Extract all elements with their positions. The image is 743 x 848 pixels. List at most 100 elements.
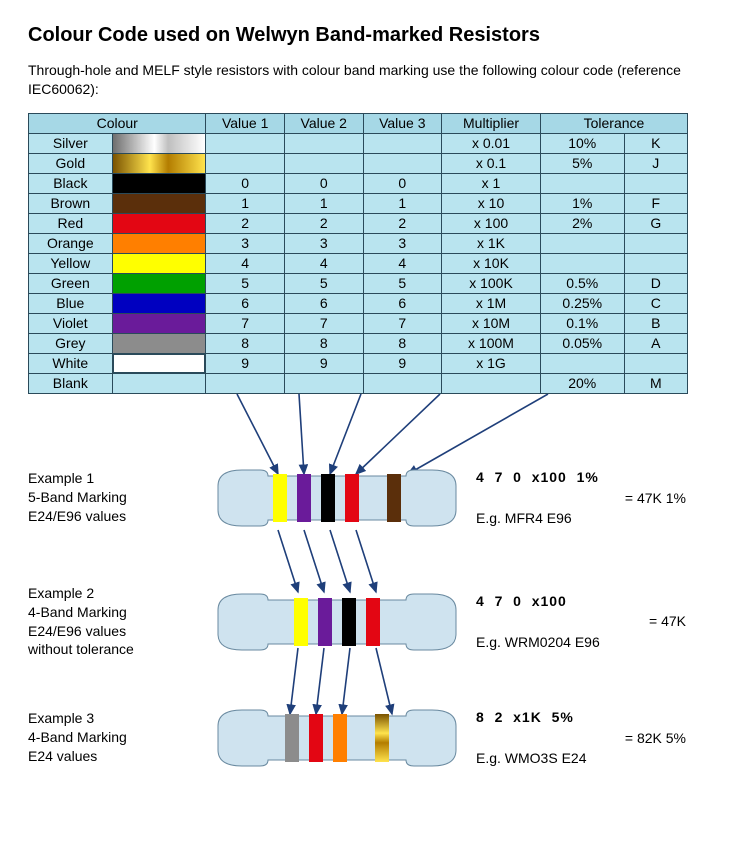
colour-swatch — [112, 213, 206, 233]
table-cell: 5% — [540, 153, 624, 173]
table-cell — [206, 133, 285, 153]
table-cell: 7 — [206, 313, 285, 333]
table-cell: x 1M — [442, 293, 541, 313]
table-cell: x 10M — [442, 313, 541, 333]
colour-swatch — [112, 173, 206, 193]
table-cell: 3 — [206, 233, 285, 253]
colour-code-table: ColourValue 1Value 2Value 3MultiplierTol… — [28, 113, 688, 394]
table-header: Colour — [29, 113, 206, 133]
example-block: Example 24-Band MarkingE24/E96 valueswit… — [28, 584, 688, 660]
table-cell: 7 — [284, 313, 363, 333]
table-cell: J — [624, 153, 687, 173]
table-cell: Green — [29, 273, 113, 293]
example-values: 4 7 0 x100= 47KE.g. WRM0204 E96 — [476, 591, 686, 652]
colour-swatch — [112, 193, 206, 213]
table-cell: Silver — [29, 133, 113, 153]
table-cell: C — [624, 293, 687, 313]
table-cell: 6 — [206, 293, 285, 313]
resistor-band — [297, 474, 311, 522]
table-cell: 8 — [363, 333, 442, 353]
table-row: Violet777x 10M0.1%B — [29, 313, 688, 333]
table-cell — [624, 253, 687, 273]
table-cell: 9 — [284, 353, 363, 373]
table-header: Multiplier — [442, 113, 541, 133]
table-cell: 2 — [206, 213, 285, 233]
colour-swatch — [112, 273, 206, 293]
table-cell: x 10K — [442, 253, 541, 273]
table-cell: 1 — [284, 193, 363, 213]
table-cell: F — [624, 193, 687, 213]
table-cell: 0 — [284, 173, 363, 193]
page-title: Colour Code used on Welwyn Band-marked R… — [28, 24, 715, 47]
intro-text: Through-hole and MELF style resistors wi… — [28, 61, 715, 99]
table-cell: x 10 — [442, 193, 541, 213]
table-cell — [363, 153, 442, 173]
colour-swatch — [112, 293, 206, 313]
resistor-band — [366, 598, 380, 646]
table-cell: 4 — [206, 253, 285, 273]
table-cell: 5 — [284, 273, 363, 293]
table-cell: White — [29, 353, 113, 373]
table-cell: x 0.01 — [442, 133, 541, 153]
example-label: Example 24-Band MarkingE24/E96 valueswit… — [28, 584, 198, 660]
table-header: Value 3 — [363, 113, 442, 133]
table-cell — [206, 373, 285, 393]
table-header: Value 2 — [284, 113, 363, 133]
table-header: Value 1 — [206, 113, 285, 133]
colour-swatch — [112, 253, 206, 273]
table-cell: Blank — [29, 373, 113, 393]
table-cell: 3 — [363, 233, 442, 253]
table-cell: Violet — [29, 313, 113, 333]
colour-swatch — [112, 153, 206, 173]
table-cell: 3 — [284, 233, 363, 253]
resistor-graphic — [212, 706, 462, 770]
example-values: 8 2 x1K 5%= 82K 5%E.g. WMO3S E24 — [476, 707, 686, 768]
table-row: Blank 20%M — [29, 373, 688, 393]
table-cell: Black — [29, 173, 113, 193]
table-row: Silverx 0.0110%K — [29, 133, 688, 153]
table-cell: Yellow — [29, 253, 113, 273]
table-cell: x 100M — [442, 333, 541, 353]
table-cell: x 1K — [442, 233, 541, 253]
example-label: Example 34-Band MarkingE24 values — [28, 709, 198, 766]
table-cell: G — [624, 213, 687, 233]
table-cell: Blue — [29, 293, 113, 313]
colour-swatch — [112, 333, 206, 353]
table-cell: M — [624, 373, 687, 393]
table-cell: Gold — [29, 153, 113, 173]
table-cell — [540, 353, 624, 373]
table-row: Brown111x 101%F — [29, 193, 688, 213]
example-values: 4 7 0 x100 1%= 47K 1%E.g. MFR4 E96 — [476, 467, 686, 528]
table-cell: 8 — [284, 333, 363, 353]
table-cell: 0.05% — [540, 333, 624, 353]
table-cell: Orange — [29, 233, 113, 253]
table-cell — [442, 373, 541, 393]
table-cell: 0.25% — [540, 293, 624, 313]
table-cell: 0 — [363, 173, 442, 193]
table-cell: 4 — [284, 253, 363, 273]
resistor-band — [321, 474, 335, 522]
resistor-band — [294, 598, 308, 646]
table-cell: 6 — [284, 293, 363, 313]
resistor-band — [273, 474, 287, 522]
table-cell: Grey — [29, 333, 113, 353]
table-cell — [540, 233, 624, 253]
table-cell — [540, 253, 624, 273]
example-block: Example 34-Band MarkingE24 values 8 2 x1K… — [28, 706, 688, 770]
table-cell: 20% — [540, 373, 624, 393]
example-block: Example 15-Band MarkingE24/E96 values 4 7… — [28, 466, 688, 530]
table-cell: Brown — [29, 193, 113, 213]
table-row: Yellow444x 10K — [29, 253, 688, 273]
table-cell: 5 — [206, 273, 285, 293]
table-cell: 10% — [540, 133, 624, 153]
table-row: Grey888x 100M0.05%A — [29, 333, 688, 353]
table-cell: 0 — [206, 173, 285, 193]
table-cell: 2% — [540, 213, 624, 233]
example-label: Example 15-Band MarkingE24/E96 values — [28, 469, 198, 526]
table-row: White999x 1G — [29, 353, 688, 373]
table-cell: 0.1% — [540, 313, 624, 333]
examples-area: Example 15-Band MarkingE24/E96 values 4 7… — [28, 394, 688, 824]
table-cell: 2 — [363, 213, 442, 233]
table-cell: 1 — [206, 193, 285, 213]
table-cell — [284, 373, 363, 393]
